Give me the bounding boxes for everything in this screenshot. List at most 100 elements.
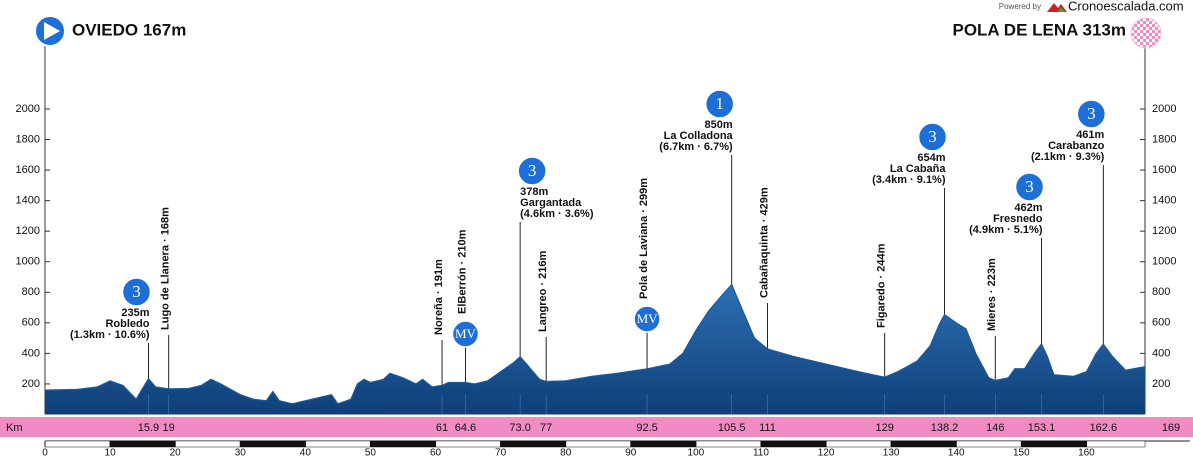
y-tick-label-right: 200 [1152,378,1170,390]
scale-segment [44,440,111,448]
km-marker: 73.0 [509,422,530,434]
category-label: 1 [715,94,724,113]
climb-text: 462m [1014,202,1042,214]
km-marker: 162.6 [1090,422,1118,434]
waypoint-label: Pola de Laviana · 299m [638,178,650,299]
x-tick-label: 0 [42,448,48,459]
waypoint-label: Lugo de Llanera · 168m [160,207,172,330]
climb-text: (4.9km · 5.1%) [969,224,1043,236]
scale-segment [1021,440,1087,448]
x-tick-label: 40 [300,448,312,459]
climb-text: 378m [520,186,548,198]
waypoint-label: Figaredo · 244m [876,243,888,328]
y-tick-label: 800 [22,286,40,298]
waypoint-label: Noreña · 191m [433,259,445,335]
x-tick-label: 100 [688,448,705,459]
km-marker: 92.5 [636,422,657,434]
elevation-area [45,284,1145,415]
mv-icon [451,320,480,348]
brand-logo-accent [1058,7,1065,12]
category-icon [704,89,735,119]
mv-label: MV [637,311,659,326]
x-tick-label: 160 [1078,448,1095,459]
climb-text: La Colladona [664,130,734,142]
scale-segment [630,440,697,448]
km-marker: 61 [436,422,448,434]
km-marker: 105.5 [718,422,746,434]
waypoint-label: Mieres · 223m [986,258,998,331]
category-label: 3 [1087,104,1096,123]
scale-segment [565,440,632,448]
waypoint-label: ElBerrón · 210m [456,229,468,314]
x-tick-label: 140 [948,448,965,459]
x-tick-label: 120 [818,448,835,459]
climb-text: La Cabaña [890,163,947,175]
x-tick-label: 80 [560,448,572,459]
climb-text: 235m [121,307,149,319]
km-band-label: Km [6,422,23,434]
x-tick-label: 70 [495,448,507,459]
km-marker: 146 [986,422,1004,434]
y-tick-label-right: 1200 [1152,225,1176,237]
mv-icon [633,305,661,333]
y-tick-label: 1400 [16,195,40,207]
category-label: 3 [1025,177,1034,196]
category-label: 3 [928,127,937,146]
waypoint-label: Langreo · 216m [537,250,549,332]
category-label: 3 [528,161,537,180]
category-label: 3 [132,282,141,301]
finish-icon [1130,17,1162,49]
km-band [0,417,1193,437]
km-marker: 138.2 [931,422,959,434]
x-tick-label: 60 [430,448,442,459]
y-tick-label: 1200 [16,225,40,237]
brand-logo [1047,3,1067,12]
x-tick-label: 110 [753,448,769,459]
category-icon [121,277,152,307]
km-marker: 19 [163,422,175,434]
category-icon [1014,172,1045,202]
km-marker: 77 [540,422,552,434]
km-marker: 111 [759,422,776,434]
y-tick-label: 1600 [16,164,40,176]
x-tick-label: 30 [235,448,247,459]
y-tick-label: 1000 [16,256,40,268]
climb-text: Fresnedo [993,213,1043,225]
y-tick-label-right: 2000 [1152,103,1176,115]
y-tick-label: 400 [22,347,40,359]
x-tick-label: 10 [105,448,117,459]
y-tick-label-right: 1400 [1152,195,1176,207]
y-tick-label: 1800 [16,133,40,145]
elevation-line [44,283,1146,405]
climb-text: (3.4km · 9.1%) [872,174,946,186]
finish-label: POLA DE LENA 313m [952,20,1126,39]
scale-segment [240,440,306,448]
climb-text: Carabanzo [1048,140,1105,152]
scale-segment [305,440,371,448]
km-marker: 15.9 [138,422,159,434]
scale-segment [890,440,957,448]
waypoint-label: Cabañaquinta · 429m [758,187,770,298]
climb-text: 654m [917,152,945,164]
category-icon [917,122,948,152]
brand: Cronoescalada.com [1068,0,1184,13]
y-tick-label-right: 1000 [1152,256,1176,268]
climb-text: Robledo [105,318,149,330]
km-marker: 64.6 [455,422,476,434]
climb-text: 461m [1076,129,1104,141]
km-marker: 169 [1162,422,1180,434]
category-icon [1076,99,1107,129]
x-tick-label: 150 [1013,448,1030,459]
scale-segment [955,440,1022,448]
scale-segment [500,440,566,448]
climb-text: (6.7km · 6.7%) [659,141,733,153]
category-icon [517,156,547,186]
start-arrow [44,22,60,40]
x-tick-label: 90 [625,448,637,459]
scale-segment [1086,440,1146,448]
scale-segment [435,440,501,448]
climb-text: (4.6km · 3.6%) [520,208,594,220]
climb-text: (1.3km · 10.6%) [70,329,150,341]
x-tick-label: 20 [170,448,182,459]
